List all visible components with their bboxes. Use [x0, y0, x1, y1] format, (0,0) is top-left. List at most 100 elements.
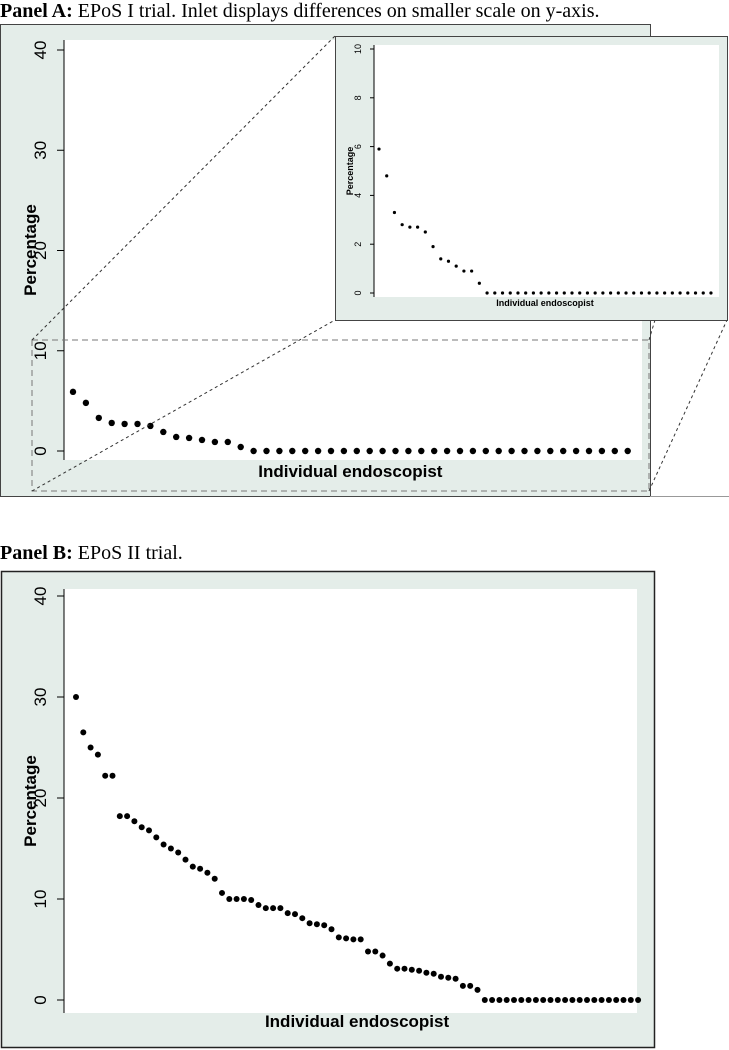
panel-b-data-point	[365, 948, 371, 955]
panel-b-data-point	[605, 997, 612, 1003]
panel-a-caption: Panel A: EPoS I trial. Inlet displays di…	[0, 0, 600, 23]
inset-data-point	[639, 291, 644, 295]
panel-b-data-point	[102, 772, 109, 779]
inset-plot-area	[374, 45, 719, 297]
inset-data-point	[377, 147, 381, 151]
inset-data-point	[554, 291, 559, 295]
panel-b-data-point	[153, 834, 160, 841]
inset-data-point	[709, 291, 713, 295]
panel-a-data-point	[134, 420, 141, 428]
inset-data-point	[423, 230, 427, 234]
panel-b-data-point	[94, 751, 101, 758]
panel-a-y-tick-label: 30	[31, 141, 50, 160]
panel-b-data-point	[445, 974, 452, 981]
inset-data-point	[439, 257, 443, 261]
inset-data-point	[678, 291, 682, 295]
panel-b-data-point	[262, 905, 269, 912]
panel-b-data-point	[496, 997, 503, 1003]
panel-a-data-point	[69, 388, 77, 396]
panel-a-data-point	[147, 422, 154, 430]
panel-b-data-point	[430, 970, 437, 977]
panel-b-data-point	[182, 856, 189, 863]
panel-b-data-point	[562, 997, 569, 1003]
panel-a-y-tick-label: 40	[31, 41, 50, 60]
inset-y-tick-label: 10	[353, 44, 363, 54]
panel-b-data-point	[569, 997, 576, 1003]
panel-a-data-point	[185, 434, 193, 442]
panel-b-data-point	[160, 841, 167, 848]
panel-b-data-point	[138, 824, 145, 831]
panel-b-data-point	[423, 969, 430, 976]
panel-b-data-point	[124, 813, 131, 820]
inset-data-point	[616, 291, 620, 295]
panel-b-data-point	[576, 997, 583, 1003]
panel-a-data-point	[585, 447, 593, 455]
inset-data-point	[609, 291, 613, 295]
inset-data-point	[477, 281, 481, 285]
panel-b-data-point	[292, 911, 298, 918]
panel-a-y-tick-label: 10	[31, 341, 50, 360]
panel-b-y-tick-label: 30	[31, 688, 50, 707]
panel-b-data-point	[146, 827, 152, 834]
inset-data-point	[408, 225, 412, 229]
panel-b-data-point	[321, 922, 328, 929]
panel-a-data-point	[431, 447, 438, 455]
inset-data-point	[601, 291, 605, 295]
inset-y-tick-label: 8	[353, 95, 363, 100]
panel-b-data-point	[489, 997, 496, 1003]
panel-b-data-point	[167, 845, 174, 852]
panel-b-data-point	[350, 936, 357, 943]
panel-b-data-point	[481, 997, 488, 1003]
panel-b-data-point	[255, 902, 262, 909]
panel-b-data-point	[467, 982, 474, 989]
panel-b-data-point	[518, 997, 525, 1003]
panel-a-data-point	[302, 447, 309, 455]
panel-a-data-point	[314, 447, 322, 455]
panel-a-data-point	[534, 447, 541, 455]
panel-a-data-point	[108, 419, 115, 427]
panel-a-y-axis-title: Percentage	[21, 204, 40, 296]
panel-a-data-point	[405, 447, 412, 455]
inset-y-tick-label: 6	[353, 144, 363, 149]
inset-data-point	[632, 291, 636, 295]
inset-data-point	[508, 291, 512, 295]
panel-a-data-point	[366, 447, 373, 455]
panel-b-data-point	[503, 997, 510, 1003]
inset-data-point	[462, 269, 466, 273]
panel-a-data-point	[263, 447, 270, 455]
panel-b-data-point	[394, 965, 401, 972]
panel-b-data-point	[511, 997, 517, 1003]
panel-b-data-point	[635, 997, 642, 1003]
panel-b-data-point	[248, 897, 255, 904]
panel-b-data-point	[189, 863, 196, 870]
inset-data-point	[385, 174, 389, 178]
inset-data-point	[416, 225, 420, 229]
inset-data-point	[431, 245, 435, 249]
panel-a-data-point	[521, 447, 528, 455]
inset-y-tick-label: 0	[353, 290, 363, 295]
panel-b-data-point	[357, 936, 364, 943]
panel-a-data-point	[276, 447, 283, 455]
panel-b-data-point	[554, 997, 561, 1003]
panel-a-label: Panel A:	[0, 0, 73, 22]
inset-data-point	[670, 291, 674, 295]
panel-b-data-point	[459, 982, 466, 989]
inset-data-point	[578, 291, 582, 295]
inset-y-tick-label: 2	[353, 242, 363, 247]
panel-a-data-point	[82, 399, 90, 407]
panel-b-data-point	[270, 905, 277, 912]
panel-a-data-point	[198, 436, 206, 444]
panel-a-caption-text: EPoS I trial. Inlet displays differences…	[72, 0, 600, 22]
panel-b-data-point	[401, 965, 408, 972]
panel-b-data-point	[219, 889, 225, 896]
inset-data-point	[493, 291, 497, 295]
panel-b-data-point	[80, 729, 87, 736]
panel-b-data-point	[452, 975, 459, 982]
panel-b-data-point	[277, 905, 284, 912]
panel-b-data-point	[620, 997, 627, 1003]
panel-a-y-tick-label: 20	[31, 241, 50, 260]
panel-b-data-point	[313, 921, 320, 928]
panel-b-data-point	[379, 952, 386, 959]
panel-b-y-tick-label: 20	[31, 789, 50, 808]
